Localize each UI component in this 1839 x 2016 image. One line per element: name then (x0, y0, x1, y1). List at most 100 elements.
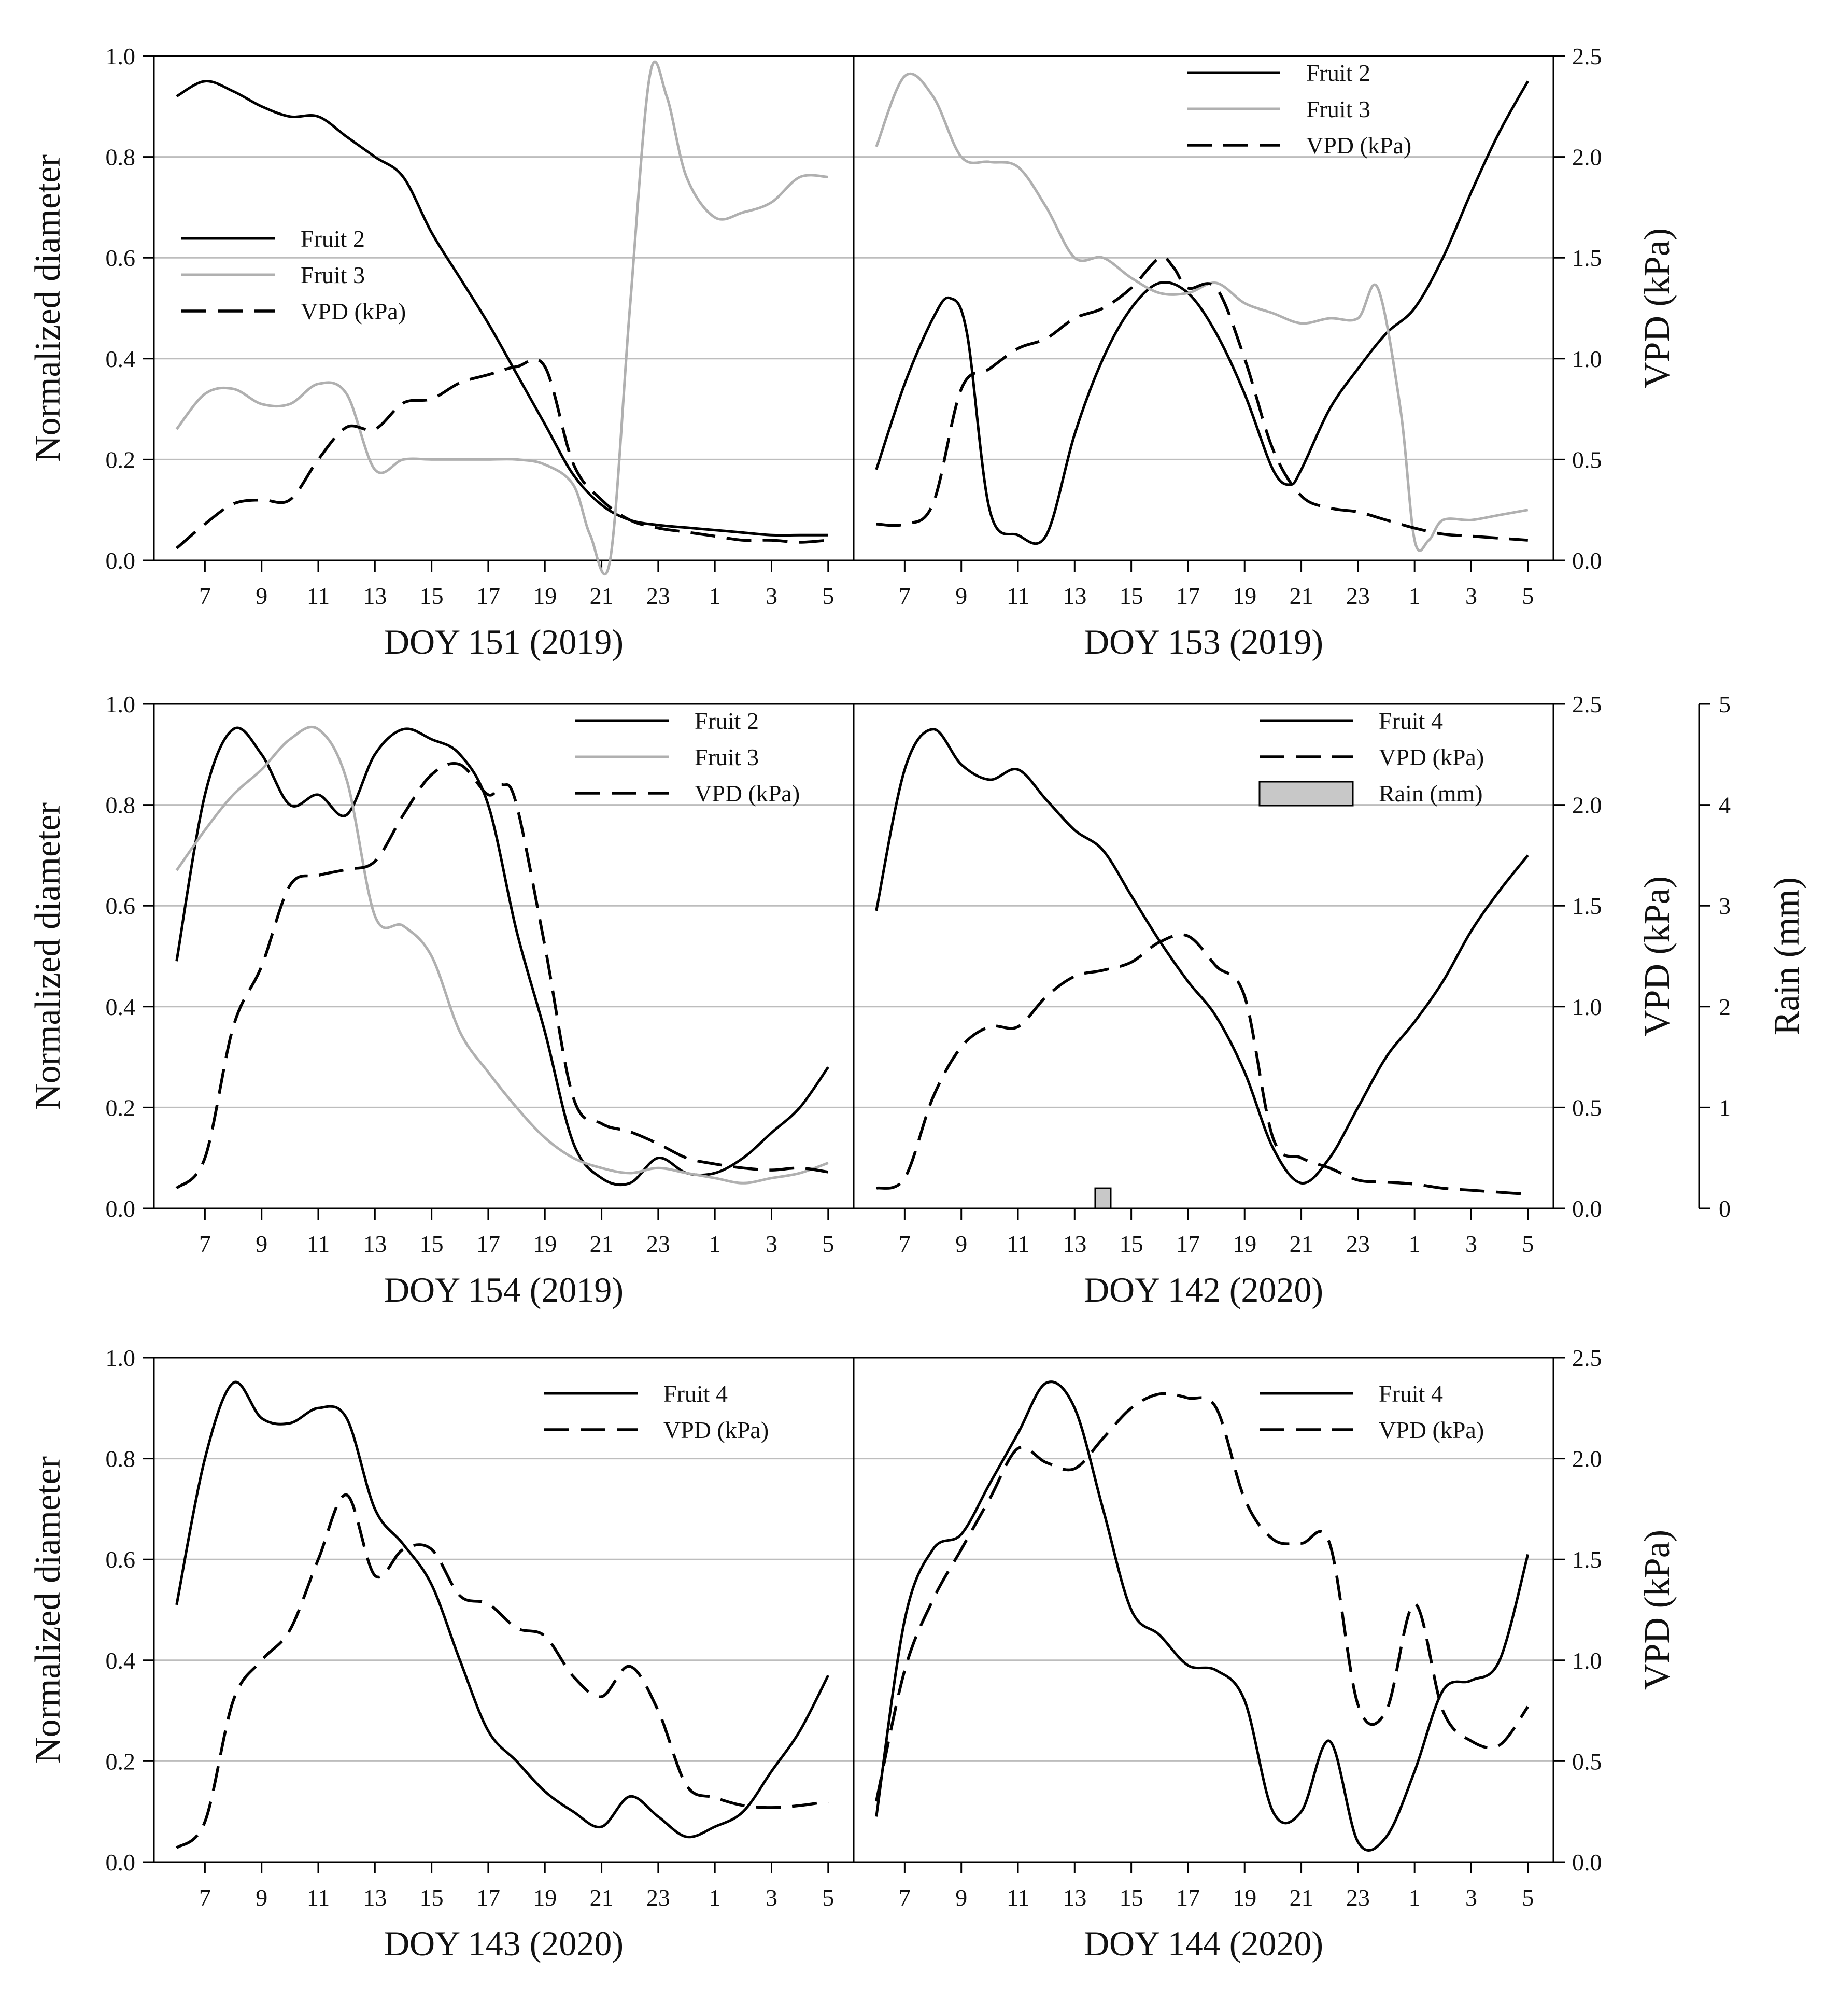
x-tick-label: 15 (1120, 583, 1143, 609)
legend-label: Fruit 2 (1306, 60, 1370, 86)
vpd-tick-label: 2.0 (1572, 792, 1602, 819)
legend: Fruit 2 Fruit 3 VPD (kPa) (575, 708, 800, 807)
x-tick-label: 9 (955, 1231, 967, 1257)
x-tick-label: 17 (476, 1231, 500, 1257)
x-tick-label: 7 (199, 583, 211, 609)
rain-axis-title: Rain (mm) (1767, 877, 1807, 1035)
x-tick-label: 19 (533, 1884, 557, 1911)
vpd-tick-label: 0.0 (1572, 1195, 1602, 1222)
x-tick-label: 5 (1522, 583, 1534, 609)
vpd-axis-title: VPD (kPa) (1637, 1530, 1677, 1690)
x-tick-label: 7 (199, 1884, 211, 1911)
x-tick-label: 21 (590, 583, 614, 609)
rain-tick-label: 5 (1719, 691, 1731, 717)
legend-label: Fruit 3 (301, 262, 365, 288)
x-tick-label: 15 (1120, 1884, 1143, 1911)
panel-5: 7 9 11 13 15 17 19 21 23 1 3 50.00.20.40.60.81.0Nor… (28, 1345, 854, 1963)
legend: Fruit 4 VPD (kPa) (1260, 1380, 1484, 1443)
panel-title: DOY 142 (2020) (1084, 1270, 1323, 1309)
panel-3: 7 9 11 13 15 17 19 21 23 1 3 50.00.20.40.60.81.0Nor… (28, 691, 854, 1309)
y-tick-label: 1.0 (106, 43, 136, 69)
y-tick-label: 0.2 (106, 1748, 136, 1774)
series-vpd-kpa (875, 933, 1529, 1196)
x-tick-label: 7 (899, 1884, 911, 1911)
vpd-tick-label: 2.0 (1572, 144, 1602, 171)
x-tick-label: 9 (256, 1884, 267, 1911)
vpd-tick-label: 1.0 (1572, 994, 1602, 1020)
y-tick-label: 0.4 (106, 346, 136, 372)
x-tick-label: 3 (1465, 583, 1477, 609)
legend-label: VPD (kPa) (695, 780, 800, 807)
x-tick-label: 9 (955, 1884, 967, 1911)
series-vpd-kpa (175, 762, 829, 1190)
x-tick-label: 5 (822, 1231, 834, 1257)
x-tick-label: 17 (1176, 1231, 1200, 1257)
x-tick-label: 9 (955, 583, 967, 609)
series-vpd-kpa (175, 1493, 829, 1850)
series-fruit-3 (875, 72, 1529, 552)
x-tick-label: 3 (766, 1884, 777, 1911)
x-tick-label: 9 (256, 1231, 267, 1257)
vpd-axis-title: VPD (kPa) (1637, 876, 1677, 1036)
series-vpd-kpa (876, 256, 1529, 542)
rain-tick-label: 2 (1719, 994, 1731, 1020)
legend-label: Fruit 3 (695, 744, 759, 770)
legend-label: Rain (mm) (1379, 780, 1483, 807)
panel-title: DOY 143 (2020) (384, 1924, 624, 1963)
x-tick-label: 3 (1465, 1884, 1477, 1911)
vpd-tick-label: 1.5 (1572, 245, 1602, 271)
panel-title: DOY 144 (2020) (1084, 1924, 1323, 1963)
x-tick-label: 23 (1346, 1231, 1370, 1257)
y-axis-title: Normalized diameter (28, 802, 68, 1110)
x-tick-label: 13 (1063, 1231, 1086, 1257)
y-tick-label: 0.0 (106, 1849, 136, 1876)
legend-label: VPD (kPa) (1306, 132, 1411, 159)
vpd-tick-label: 2.5 (1572, 1345, 1602, 1371)
series-fruit-3 (175, 60, 828, 576)
y-tick-label: 1.0 (106, 1345, 136, 1371)
x-tick-label: 11 (1007, 1884, 1029, 1911)
vpd-tick-label: 0.5 (1572, 1748, 1602, 1774)
y-tick-label: 0.6 (106, 245, 136, 271)
x-tick-label: 5 (822, 583, 834, 609)
series-vpd-kpa (875, 1392, 1530, 1802)
x-tick-label: 1 (1409, 1884, 1421, 1911)
legend-label: Fruit 4 (663, 1380, 728, 1407)
vpd-tick-label: 1.5 (1572, 1546, 1602, 1573)
x-tick-label: 5 (1522, 1231, 1534, 1257)
y-tick-label: 0.6 (106, 1546, 136, 1573)
vpd-tick-label: 0.5 (1572, 446, 1602, 473)
x-tick-label: 17 (1176, 1884, 1200, 1911)
legend-label: VPD (kPa) (1379, 744, 1484, 770)
x-tick-label: 21 (1290, 1231, 1313, 1257)
panel-2: 7 9 11 13 15 17 19 21 23 1 3 50.00.51.01.52.02.5VPD… (853, 43, 1677, 661)
x-tick-label: 1 (709, 583, 721, 609)
y-tick-label: 0.8 (106, 144, 136, 171)
x-tick-label: 7 (899, 1231, 911, 1257)
x-tick-label: 7 (899, 583, 911, 609)
series-fruit-3 (175, 725, 829, 1185)
x-tick-label: 3 (766, 1231, 777, 1257)
rain-tick-label: 1 (1719, 1094, 1731, 1121)
x-tick-label: 13 (1063, 1884, 1086, 1911)
legend: Fruit 2 Fruit 3 VPD (kPa) (1187, 60, 1411, 159)
legend: Fruit 4 VPD (kPa) Rain (mm) (1258, 708, 1484, 807)
x-tick-label: 15 (1120, 1231, 1143, 1257)
series-fruit-2 (875, 80, 1529, 545)
legend-label: Fruit 4 (1379, 1380, 1443, 1407)
x-tick-label: 19 (533, 1231, 557, 1257)
y-axis-title: Normalized diameter (28, 154, 68, 462)
x-tick-label: 11 (307, 583, 330, 609)
vpd-tick-label: 1.0 (1572, 1647, 1602, 1674)
legend-label: Fruit 4 (1379, 708, 1443, 734)
vpd-tick-label: 0.0 (1572, 1849, 1602, 1876)
x-tick-label: 21 (590, 1884, 614, 1911)
x-tick-label: 15 (420, 1884, 444, 1911)
y-axis-title: Normalized diameter (28, 1456, 68, 1764)
x-tick-label: 15 (420, 583, 444, 609)
x-tick-label: 23 (1346, 583, 1370, 609)
y-tick-label: 0.2 (106, 446, 136, 473)
x-tick-label: 17 (476, 583, 500, 609)
legend-label: Fruit 3 (1306, 96, 1370, 122)
rain-tick-label: 0 (1719, 1195, 1731, 1222)
